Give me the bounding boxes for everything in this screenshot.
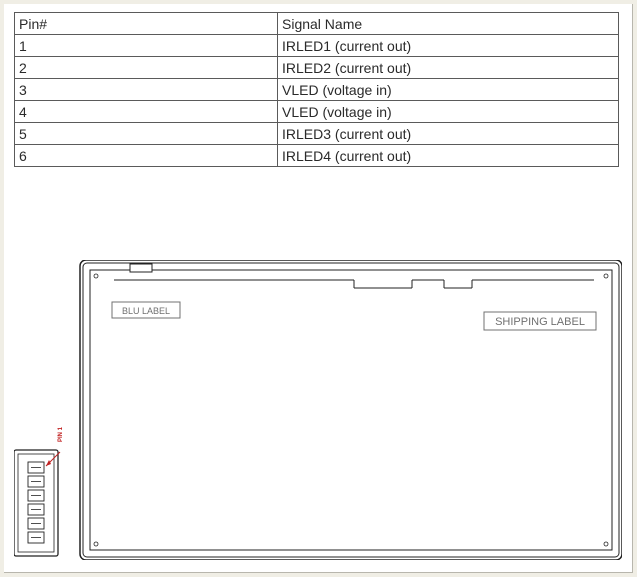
cell-signal: VLED (voltage in) [278,101,619,123]
cell-signal: IRLED4 (current out) [278,145,619,167]
table-row: 3 VLED (voltage in) [15,79,619,101]
col-header-pin: Pin# [15,13,278,35]
table-header-row: Pin# Signal Name [15,13,619,35]
table-row: 1 IRLED1 (current out) [15,35,619,57]
table-row: 5 IRLED3 (current out) [15,123,619,145]
page: Pin# Signal Name 1 IRLED1 (current out) … [4,4,633,573]
mechanical-diagram: BLU LABEL SHIPPING LABEL PIN 1 [14,260,622,560]
svg-text:PIN 1: PIN 1 [58,426,64,442]
table-row: 2 IRLED2 (current out) [15,57,619,79]
cell-pin: 3 [15,79,278,101]
cell-pin: 6 [15,145,278,167]
cell-pin: 5 [15,123,278,145]
svg-text:BLU LABEL: BLU LABEL [122,306,170,316]
col-header-signal: Signal Name [278,13,619,35]
cell-signal: IRLED1 (current out) [278,35,619,57]
table-row: 4 VLED (voltage in) [15,101,619,123]
pin-table: Pin# Signal Name 1 IRLED1 (current out) … [14,12,619,167]
diagram-svg: BLU LABEL SHIPPING LABEL PIN 1 [14,260,622,560]
svg-text:SHIPPING LABEL: SHIPPING LABEL [495,316,585,328]
table-row: 6 IRLED4 (current out) [15,145,619,167]
cell-signal: VLED (voltage in) [278,79,619,101]
cell-signal: IRLED2 (current out) [278,57,619,79]
cell-pin: 4 [15,101,278,123]
cell-pin: 2 [15,57,278,79]
cell-signal: IRLED3 (current out) [278,123,619,145]
cell-pin: 1 [15,35,278,57]
